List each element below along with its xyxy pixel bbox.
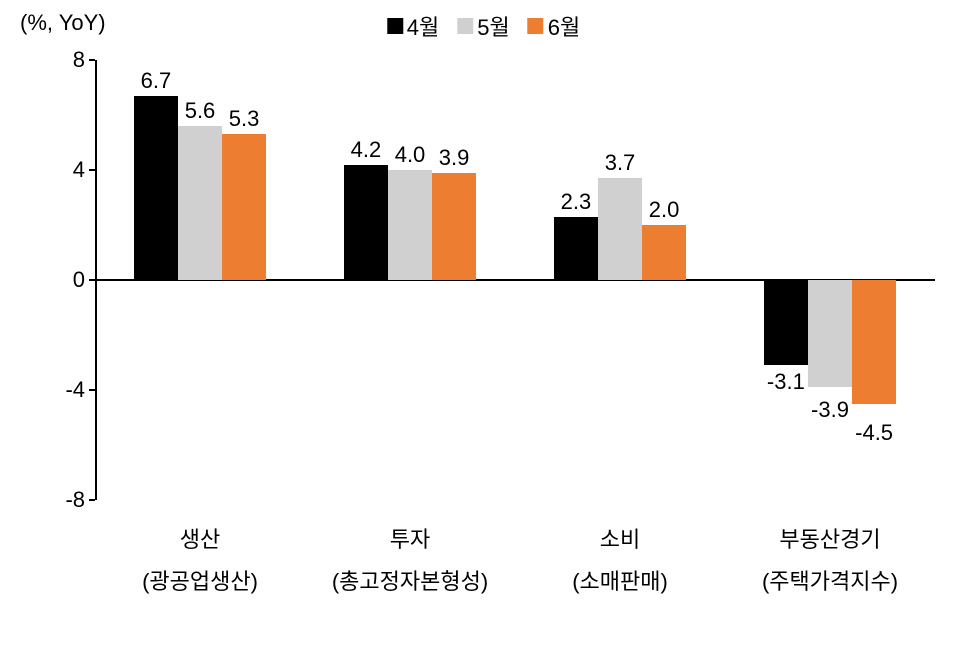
bar-value-label: 2.0 [649,197,680,223]
bar-value-label: -4.5 [855,420,893,446]
bar [598,178,642,280]
x-category-label: 부동산경기 (주택가격지수) [762,500,898,596]
x-category-label: 생산 (광공업생산) [142,500,258,596]
x-category-title: 생산 [142,522,258,554]
legend-label-april: 4월 [407,10,439,42]
bar [764,280,808,365]
legend-swatch-june [528,18,544,34]
bar-value-label: -3.1 [767,369,805,395]
legend-item-april: 4월 [387,10,439,42]
legend-swatch-april [387,18,403,34]
y-tick-label: -8 [65,487,85,513]
x-category-label: 소비 (소매판매) [572,500,668,596]
bar [388,170,432,280]
legend-label-june: 6월 [548,10,580,42]
bar [178,126,222,280]
y-tick-mark [89,169,95,171]
bar-value-label: 4.0 [395,142,426,168]
y-tick-label: 0 [73,267,85,293]
x-category-subtitle: (주택가격지수) [762,564,898,596]
legend-label-may: 5월 [477,10,509,42]
y-tick-label: 8 [73,47,85,73]
y-tick-label: 4 [73,157,85,183]
bar [642,225,686,280]
bar-value-label: -3.9 [811,397,849,423]
bar-value-label: 3.9 [439,145,470,171]
bar-value-label: 3.7 [605,150,636,176]
bar-value-label: 4.2 [351,137,382,163]
bar [808,280,852,387]
y-tick-mark [89,389,95,391]
bar [432,173,476,280]
bar-value-label: 5.3 [229,106,260,132]
chart-container: (%, YoY) 4월 5월 6월 -8 -4 0 4 8 6.7 5.6 5.3 생산 (광공업… [0,0,967,645]
y-axis-unit-label: (%, YoY) [20,10,106,36]
y-tick-mark [89,499,95,501]
bar [852,280,896,404]
bar [222,134,266,280]
bar-value-label: 5.6 [185,98,216,124]
x-category-subtitle: (총고정자본형성) [332,564,488,596]
plot-area: -8-40486.75.65.3생산(광공업생산)4.24.03.9투자(총고정… [95,60,935,500]
x-category-subtitle: (소매판매) [572,564,668,596]
bar [134,96,178,280]
x-category-title: 부동산경기 [762,522,898,554]
y-tick-mark [89,59,95,61]
legend: 4월 5월 6월 [387,10,580,42]
x-category-title: 소비 [572,522,668,554]
x-category-label: 투자 (총고정자본형성) [332,500,488,596]
x-category-title: 투자 [332,522,488,554]
legend-item-may: 5월 [457,10,509,42]
bar-value-label: 2.3 [561,189,592,215]
x-category-subtitle: (광공업생산) [142,564,258,596]
legend-item-june: 6월 [528,10,580,42]
legend-swatch-may [457,18,473,34]
bar-value-label: 6.7 [141,68,172,94]
bar [554,217,598,280]
y-tick-label: -4 [65,377,85,403]
bar [344,165,388,281]
